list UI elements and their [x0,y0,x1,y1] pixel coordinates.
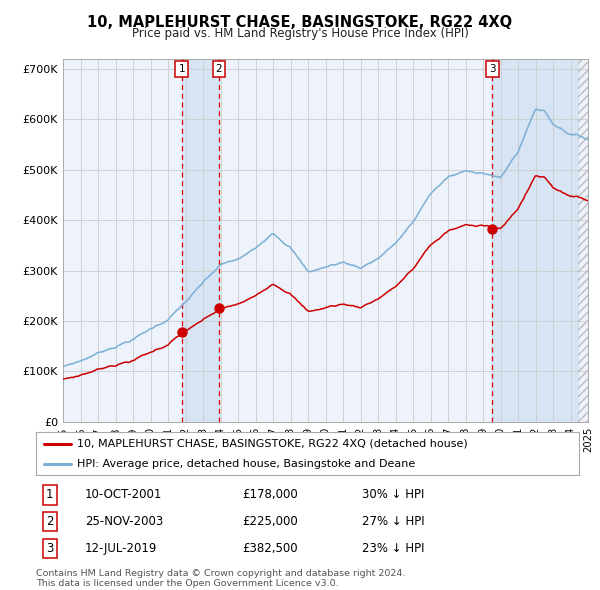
Bar [578,59,588,422]
Text: £382,500: £382,500 [242,542,298,555]
Text: 27% ↓ HPI: 27% ↓ HPI [362,515,424,528]
Text: 23% ↓ HPI: 23% ↓ HPI [362,542,424,555]
Text: 25-NOV-2003: 25-NOV-2003 [85,515,163,528]
Text: 3: 3 [46,542,53,555]
Bar [182,59,219,422]
Text: 1: 1 [178,64,185,74]
Text: 30% ↓ HPI: 30% ↓ HPI [362,489,424,502]
Text: 1: 1 [46,489,53,502]
Text: 2: 2 [215,64,222,74]
Text: This data is licensed under the Open Government Licence v3.0.: This data is licensed under the Open Gov… [36,579,338,588]
Text: 10, MAPLEHURST CHASE, BASINGSTOKE, RG22 4XQ (detached house): 10, MAPLEHURST CHASE, BASINGSTOKE, RG22 … [77,438,467,448]
Text: 12-JUL-2019: 12-JUL-2019 [85,542,157,555]
Bar [492,59,578,422]
Text: 2: 2 [46,515,53,528]
Text: 10-OCT-2001: 10-OCT-2001 [85,489,162,502]
Text: £178,000: £178,000 [242,489,298,502]
Text: Contains HM Land Registry data © Crown copyright and database right 2024.: Contains HM Land Registry data © Crown c… [36,569,406,578]
Text: £225,000: £225,000 [242,515,298,528]
Text: HPI: Average price, detached house, Basingstoke and Deane: HPI: Average price, detached house, Basi… [77,459,415,469]
Text: Price paid vs. HM Land Registry's House Price Index (HPI): Price paid vs. HM Land Registry's House … [131,27,469,40]
Text: 10, MAPLEHURST CHASE, BASINGSTOKE, RG22 4XQ: 10, MAPLEHURST CHASE, BASINGSTOKE, RG22 … [88,15,512,30]
Text: 3: 3 [489,64,496,74]
Bar [578,59,588,422]
